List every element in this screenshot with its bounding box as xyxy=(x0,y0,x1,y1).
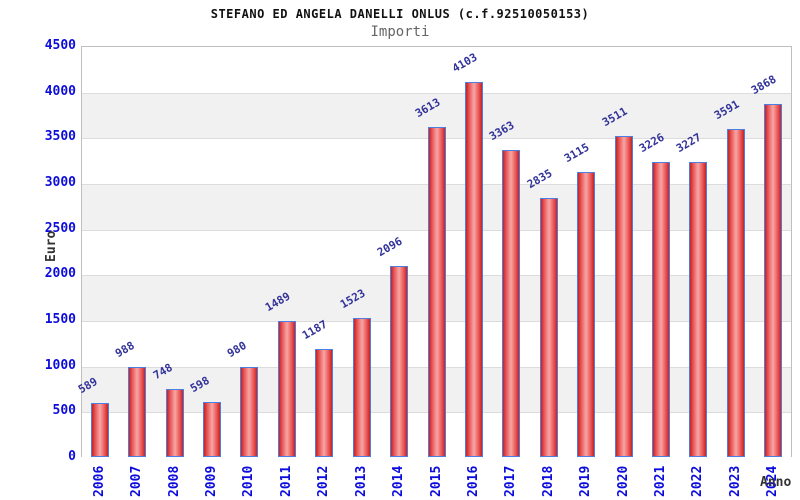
bar-2018 xyxy=(539,198,558,457)
x-tick-label: 2015 xyxy=(428,465,444,497)
bar-2020 xyxy=(614,136,633,457)
x-tick-label: 2009 xyxy=(203,465,219,497)
y-tick-label: 4000 xyxy=(44,83,76,99)
bar-2014 xyxy=(390,266,409,457)
bar-2022 xyxy=(689,162,708,457)
x-tick-label: 2019 xyxy=(578,465,594,497)
y-tick-label: 2500 xyxy=(44,220,76,236)
bar-2010 xyxy=(240,367,259,457)
bar-2016 xyxy=(464,82,483,457)
bar-2006 xyxy=(90,403,109,457)
bar-2015 xyxy=(427,127,446,457)
bar-2009 xyxy=(202,402,221,457)
y-tick-label: 500 xyxy=(52,403,76,419)
x-tick-label: 2017 xyxy=(503,465,519,497)
bar-2017 xyxy=(502,150,521,457)
grid-band xyxy=(82,47,791,93)
x-axis-title: Anno xyxy=(760,475,792,490)
x-tick-label: 2008 xyxy=(166,465,182,497)
y-tick-label: 2000 xyxy=(44,266,76,282)
x-tick-label: 2016 xyxy=(465,465,481,497)
bar-2013 xyxy=(352,318,371,457)
x-tick-label: 2023 xyxy=(727,465,743,497)
y-tick-label: 3500 xyxy=(44,129,76,145)
y-tick-label: 1000 xyxy=(44,357,76,373)
chart-subtitle: Importi xyxy=(370,24,430,40)
x-tick-label: 2010 xyxy=(241,465,257,497)
bar-2023 xyxy=(726,129,745,457)
x-tick-label: 2020 xyxy=(615,465,631,497)
bar-2011 xyxy=(277,321,296,457)
plot-area xyxy=(81,46,792,458)
x-tick-label: 2011 xyxy=(278,465,294,497)
bar-2024 xyxy=(764,104,783,457)
y-tick-label: 1500 xyxy=(44,312,76,327)
y-tick-label: 0 xyxy=(68,449,76,464)
y-tick-label: 4500 xyxy=(44,38,76,53)
bar-2021 xyxy=(652,162,671,457)
y-tick-label: 3000 xyxy=(44,175,76,190)
x-tick-label: 2013 xyxy=(353,465,369,497)
bar-2012 xyxy=(315,349,334,457)
x-tick-label: 2006 xyxy=(91,465,107,497)
x-tick-label: 2007 xyxy=(129,465,145,497)
x-tick-label: 2021 xyxy=(653,465,669,497)
x-tick-label: 2014 xyxy=(391,465,407,497)
x-tick-label: 2018 xyxy=(540,465,556,497)
bar-2007 xyxy=(128,367,147,457)
x-tick-label: 2012 xyxy=(316,465,332,497)
bar-2008 xyxy=(165,389,184,457)
y-axis-title: Euro xyxy=(44,230,59,262)
bar-2019 xyxy=(577,172,596,457)
x-tick-label: 2022 xyxy=(690,465,706,497)
gridline xyxy=(82,92,791,94)
chart-title: STEFANO ED ANGELA DANELLI ONLUS (c.f.925… xyxy=(210,7,590,21)
